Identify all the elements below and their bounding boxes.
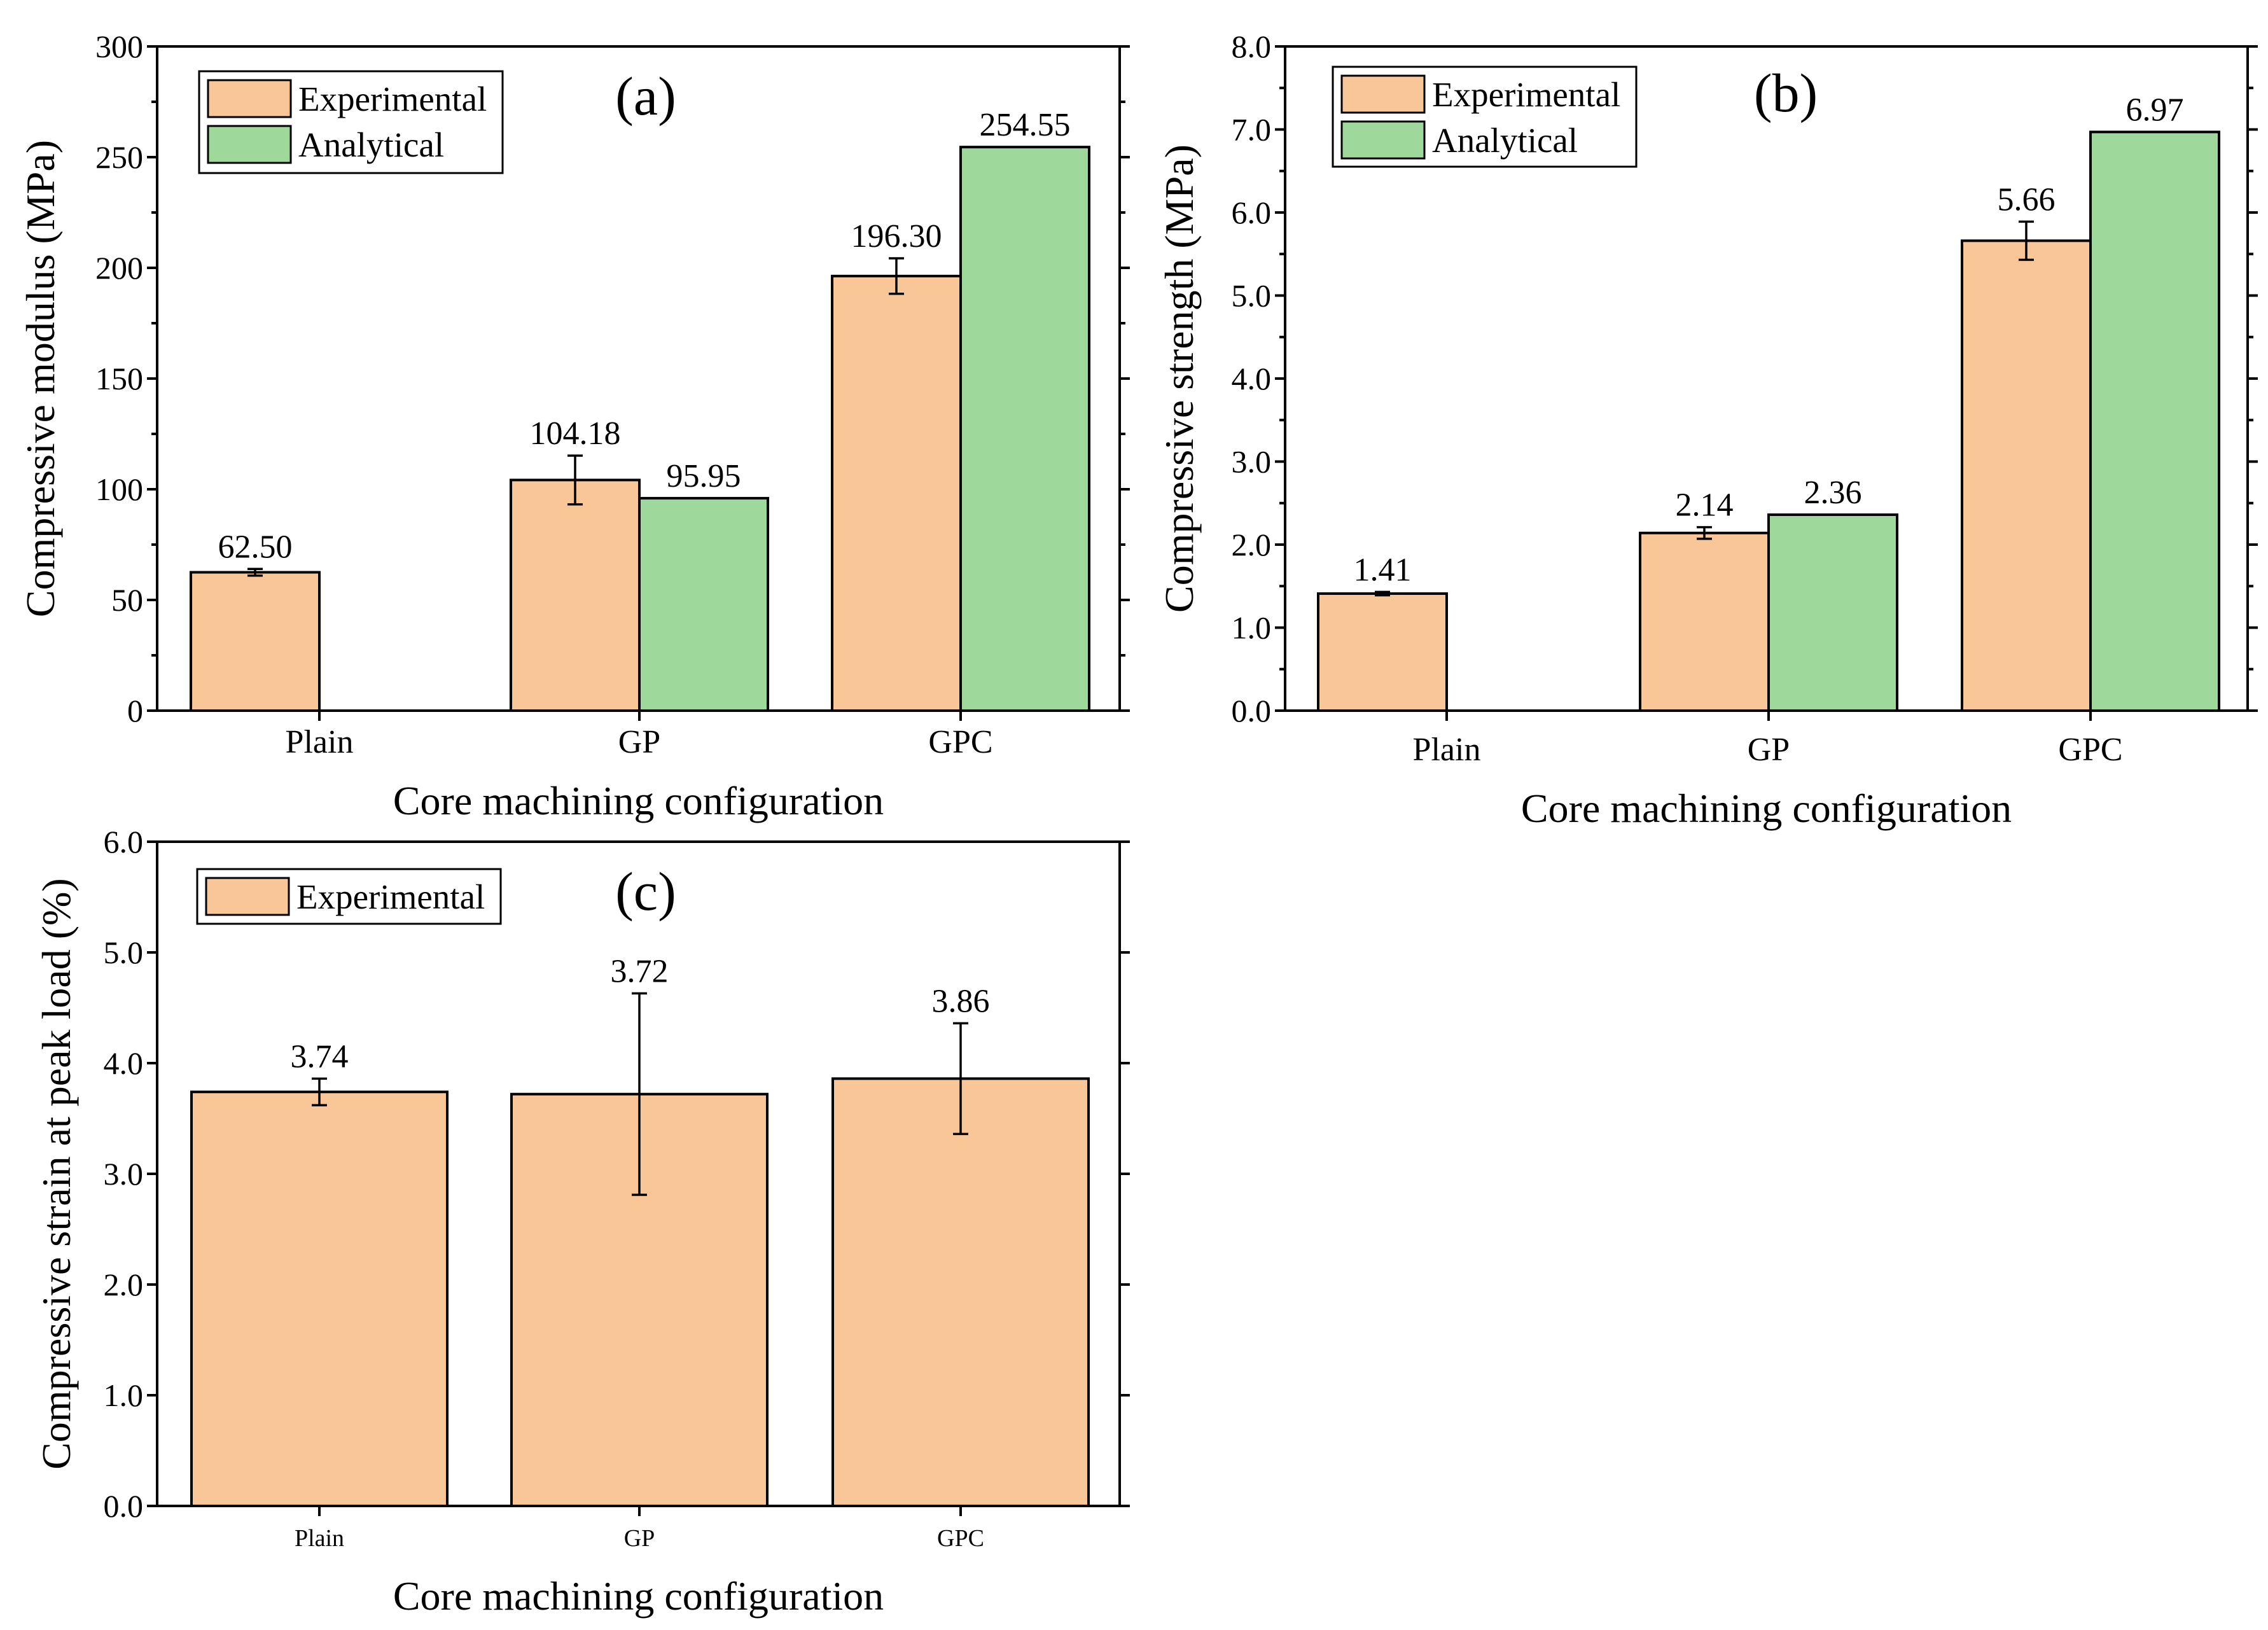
bar-value-label: 3.86 — [932, 983, 990, 1019]
y-tick-label: 2.0 — [1232, 527, 1272, 562]
legend: Experimental Analytical — [198, 70, 504, 174]
bar-value-label: 5.66 — [1998, 181, 2056, 218]
x-category-label: GP — [1748, 732, 1790, 768]
chart-panel-c: 0.0 1.0 2.0 3.0 4.0 5.0 6.0 Plain GP GPC 3.74 3.72 3… — [34, 824, 1130, 1619]
y-tick-label: 4.0 — [104, 1045, 144, 1081]
legend-label-analytical: Analytical — [298, 125, 444, 164]
bar-value-label: 196.30 — [851, 218, 942, 254]
y-tick-label: 50 — [111, 582, 143, 618]
legend-label-analytical: Analytical — [1432, 121, 1578, 160]
y-tick-label: 0 — [127, 693, 143, 728]
panel-label: (b) — [1754, 62, 1818, 123]
bar-value-label: 2.14 — [1676, 487, 1734, 524]
legend-label-experimental: Experimental — [298, 80, 487, 118]
y-tick-label: 2.0 — [104, 1267, 144, 1302]
x-category-label: GP — [618, 724, 660, 760]
y-tick-label: 100 — [95, 471, 143, 507]
legend-swatch-experimental — [205, 877, 290, 916]
y-tick-label: 8.0 — [1232, 29, 1272, 64]
panel-label: (a) — [615, 66, 676, 127]
bar-experimental — [190, 1090, 449, 1507]
y-tick-label: 150 — [95, 361, 143, 396]
chart-panel-b: 0.0 1.0 2.0 3.0 4.0 5.0 6.0 7.0 8.0 Plain GP GPC 1.4… — [1157, 29, 2258, 831]
y-axis-title: Compressive strain at peak load (%) — [34, 878, 79, 1470]
x-category-label: GPC — [928, 724, 992, 760]
x-category-label: Plain — [295, 1525, 344, 1552]
legend-label-experimental: Experimental — [1432, 75, 1620, 114]
y-tick-label: 3.0 — [1232, 444, 1272, 480]
x-category-label: Plain — [1413, 732, 1481, 768]
bar-experimental — [831, 274, 962, 713]
y-axis-title: Compressive modulus (MPa) — [18, 140, 63, 617]
bar-value-label: 95.95 — [667, 458, 741, 494]
bar-value-label: 62.50 — [218, 529, 293, 565]
x-category-label: GPC — [937, 1525, 984, 1552]
y-tick-label: 0.0 — [104, 1488, 144, 1524]
y-tick-label: 6.0 — [1232, 195, 1272, 230]
x-axis-title: Core machining configuration — [393, 778, 884, 823]
bar-experimental — [1317, 592, 1448, 712]
panel-label: (c) — [615, 861, 676, 922]
bar-experimental — [510, 478, 641, 712]
bar-experimental — [190, 571, 321, 712]
bar-analytical — [1767, 513, 1898, 713]
x-axis-title: Core machining configuration — [393, 1573, 884, 1619]
y-tick-label: 200 — [95, 250, 143, 286]
x-category-label: GPC — [2058, 732, 2122, 768]
legend-swatch-experimental — [1340, 74, 1426, 114]
y-tick-label: 5.0 — [104, 935, 144, 970]
legend-swatch-experimental — [207, 79, 292, 118]
y-tick-label: 0.0 — [1232, 693, 1272, 728]
bar-experimental — [1961, 239, 2092, 712]
bar-value-label: 104.18 — [530, 415, 621, 452]
legend: Experimental — [196, 868, 502, 925]
bar-value-label: 3.74 — [291, 1038, 349, 1075]
legend-swatch-analytical — [1340, 120, 1426, 160]
chart-panel-a: 0 50 100 150 200 250 300 Plain GP GPC 62.50 104.18 1… — [18, 29, 1130, 823]
x-axis-title: Core machining configuration — [1521, 786, 2012, 831]
bar-value-label: 254.55 — [980, 107, 1071, 143]
y-tick-label: 250 — [95, 139, 143, 175]
bar-value-label: 2.36 — [1804, 475, 1862, 511]
y-tick-label: 7.0 — [1232, 112, 1272, 148]
bar-analytical — [959, 146, 1090, 712]
y-tick-label: 300 — [95, 29, 143, 64]
legend-swatch-analytical — [207, 125, 292, 164]
legend-label-experimental: Experimental — [296, 877, 485, 916]
y-tick-label: 5.0 — [1232, 278, 1272, 314]
bar-analytical — [638, 497, 769, 712]
x-category-label: GP — [624, 1525, 655, 1552]
bar-value-label: 6.97 — [2126, 92, 2184, 128]
bar-analytical — [2089, 130, 2220, 713]
bar-experimental — [1639, 531, 1770, 712]
x-category-label: Plain — [286, 724, 354, 760]
bar-value-label: 1.41 — [1354, 552, 1412, 588]
y-tick-label: 6.0 — [104, 824, 144, 860]
legend: Experimental Analytical — [1332, 66, 1638, 168]
bar-value-label: 3.72 — [611, 953, 669, 989]
bar-experimental — [831, 1077, 1090, 1507]
y-tick-label: 1.0 — [1232, 610, 1272, 646]
y-tick-label: 3.0 — [104, 1156, 144, 1192]
y-tick-label: 1.0 — [104, 1377, 144, 1413]
y-axis-title: Compressive strength (MPa) — [1157, 144, 1202, 613]
y-tick-label: 4.0 — [1232, 361, 1272, 396]
